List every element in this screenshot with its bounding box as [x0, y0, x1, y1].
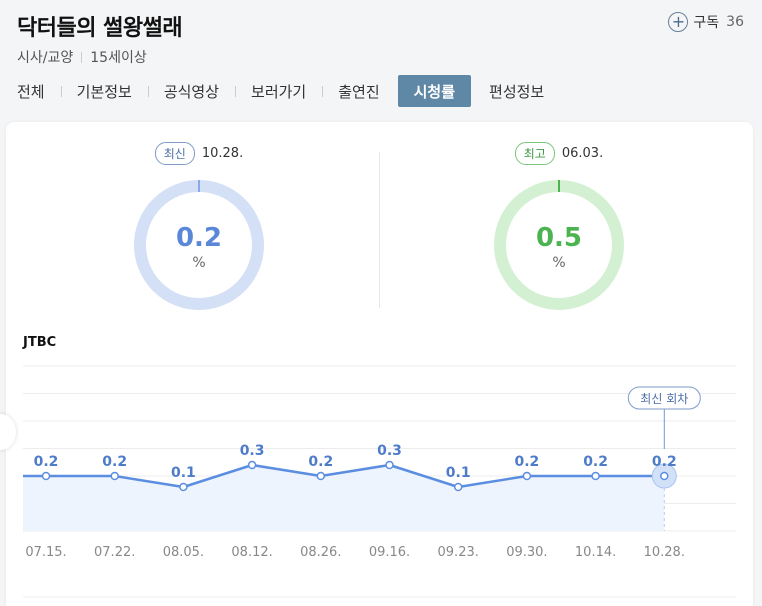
tab-official-videos[interactable]: 공식영상: [147, 75, 235, 107]
data-label: 0.2: [102, 454, 127, 470]
ratings-card: 최신 10.28. 0.2 % 최고 06.03. 0.5 % JTBC 최신: [6, 122, 753, 606]
data-label: 0.3: [240, 443, 265, 459]
x-tick-label: 10.28.: [644, 545, 685, 560]
data-label: 0.1: [446, 465, 471, 481]
tab-all[interactable]: 전체: [17, 82, 45, 101]
side-scroll-handle[interactable]: [0, 414, 16, 450]
latest-value: 0.2: [175, 223, 223, 253]
data-label: 0.2: [308, 454, 333, 470]
x-tick-label: 07.15.: [25, 545, 66, 560]
best-unit: %: [552, 255, 566, 271]
tab-bar: 전체 기본정보 공식영상 보러가기 출연진 시청률 편성정보: [0, 75, 560, 107]
tab-basic-info[interactable]: 기본정보: [60, 75, 148, 107]
latest-unit: %: [192, 255, 206, 271]
data-label: 0.2: [652, 454, 677, 470]
program-header: 닥터들의 썰왕썰래 + 구독 36 시사/교양 15세이상 전체 기본정보 공식…: [0, 0, 762, 122]
x-tick-label: 09.23.: [438, 545, 479, 560]
x-tick-label: 08.26.: [300, 545, 341, 560]
data-point: [385, 460, 394, 470]
program-meta: 시사/교양 15세이상: [17, 47, 147, 67]
stat-divider: [379, 152, 380, 308]
latest-date: 10.28.: [201, 146, 244, 161]
data-label: 0.2: [583, 454, 608, 470]
subscribe-button[interactable]: + 구독 36: [668, 12, 744, 32]
best-badge: 최고: [514, 142, 555, 165]
tab-schedule[interactable]: 편성정보: [489, 82, 545, 101]
latest-rating-stat: 최신 10.28. 0.2 %: [119, 142, 279, 311]
best-ring: 0.5 %: [493, 179, 625, 311]
ratings-line-chart: 최신 회차 0.2 07.15. 0.2 07.22. 0.1 08.05. 0.3 08.12…: [23, 365, 736, 598]
data-point: [453, 482, 463, 492]
x-tick-label: 07.22.: [94, 545, 135, 560]
channel-label: JTBC: [23, 335, 57, 350]
x-tick-label: 08.05.: [163, 545, 204, 560]
best-date: 06.03.: [561, 146, 604, 161]
latest-marker-badge: [627, 386, 701, 410]
data-point: [247, 460, 257, 470]
data-point: [179, 482, 188, 492]
subscribe-label: 구독: [693, 15, 720, 31]
x-tick-label: 09.30.: [506, 545, 547, 560]
plus-icon: +: [668, 12, 689, 32]
latest-badge: 최신: [154, 142, 195, 165]
program-rating: 15세이상: [90, 50, 147, 66]
data-label: 0.1: [171, 465, 196, 481]
best-value: 0.5: [535, 223, 583, 253]
data-point: [591, 471, 600, 481]
x-tick-label: 10.14.: [575, 545, 616, 560]
latest-marker-label: 최신 회차: [640, 392, 688, 406]
x-tick-label: 09.16.: [369, 545, 410, 560]
data-point: [522, 471, 532, 481]
series-area: [23, 465, 665, 531]
tab-cast[interactable]: 출연진: [322, 75, 395, 107]
meta-separator: [81, 51, 83, 63]
data-point: [660, 471, 669, 481]
tab-ratings[interactable]: 시청률: [397, 75, 472, 107]
latest-ring: 0.2 %: [133, 179, 265, 311]
data-point: [316, 471, 326, 481]
data-label: 0.3: [377, 443, 402, 459]
tab-watch[interactable]: 보러가기: [235, 75, 322, 107]
program-category: 시사/교양: [17, 50, 74, 66]
x-tick-label: 08.12.: [231, 545, 272, 560]
data-label: 0.2: [514, 454, 539, 470]
data-point: [41, 471, 51, 481]
data-label: 0.2: [34, 454, 59, 470]
subscribe-count: 36: [726, 14, 744, 30]
program-title: 닥터들의 썰왕썰래: [17, 16, 183, 41]
best-rating-stat: 최고 06.03. 0.5 %: [479, 142, 639, 311]
data-point: [110, 471, 119, 481]
